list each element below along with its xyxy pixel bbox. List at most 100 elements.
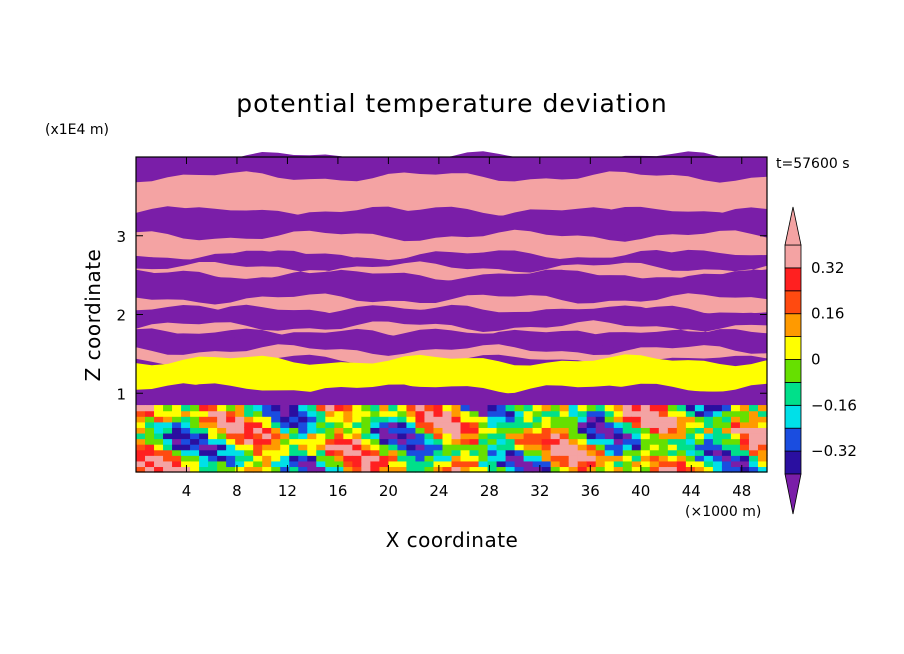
- mixed-cell: [334, 427, 344, 434]
- mixed-cell: [253, 421, 263, 428]
- mixed-cell: [199, 444, 209, 451]
- mixed-cell: [550, 427, 561, 434]
- mixed-cell: [451, 444, 462, 451]
- mixed-cell: [532, 421, 543, 428]
- mixed-cell: [280, 432, 290, 440]
- mixed-cell: [559, 449, 570, 456]
- mixed-cell: [694, 466, 705, 473]
- mixed-cell: [208, 427, 218, 434]
- mixed-cell: [271, 405, 281, 412]
- mixed-cell: [379, 432, 389, 440]
- mixed-cell: [613, 432, 624, 440]
- mixed-cell: [334, 444, 344, 451]
- mixed-cell: [163, 455, 173, 462]
- mixed-cell: [631, 455, 642, 462]
- mixed-cell: [586, 427, 597, 434]
- mixed-cell: [163, 432, 173, 440]
- mixed-cell: [721, 438, 732, 445]
- mixed-cell: [325, 449, 335, 456]
- mixed-cell: [667, 455, 678, 462]
- time-label: t=57600 s: [776, 156, 850, 172]
- mixed-cell: [181, 438, 191, 445]
- mixed-cell: [334, 449, 344, 456]
- mixed-cell: [406, 427, 417, 434]
- mixed-cell: [352, 432, 362, 440]
- mixed-cell: [505, 438, 516, 445]
- mixed-cell: [253, 432, 263, 440]
- mixed-cell: [388, 449, 399, 456]
- mixed-cell: [379, 438, 389, 445]
- mixed-cell: [235, 466, 245, 473]
- mixed-cell: [478, 455, 489, 462]
- mixed-cell: [577, 444, 588, 451]
- mixed-cell: [379, 449, 389, 456]
- x-tick-label: 36: [581, 482, 600, 500]
- mixed-cell: [631, 421, 642, 428]
- mixed-cell: [586, 455, 597, 462]
- mixed-cell: [388, 410, 399, 417]
- mixed-cell: [379, 410, 389, 417]
- mixed-cell: [262, 405, 272, 412]
- mixed-cell: [199, 416, 209, 423]
- mixed-cell: [568, 449, 579, 456]
- mixed-cell: [469, 410, 480, 417]
- mixed-cell: [694, 410, 705, 417]
- mixed-cell: [496, 427, 507, 434]
- contour-layer: [136, 354, 767, 395]
- mixed-cell: [154, 455, 164, 462]
- mixed-cell: [613, 427, 624, 434]
- mixed-cell: [640, 455, 651, 462]
- mixed-cell: [172, 460, 182, 468]
- mixed-cell: [433, 449, 444, 456]
- mixed-cell: [289, 466, 299, 473]
- mixed-cell: [154, 466, 164, 473]
- mixed-cell: [586, 416, 597, 423]
- mixed-cell: [568, 416, 579, 423]
- mixed-cell: [190, 405, 200, 412]
- mixed-cell: [631, 416, 642, 423]
- mixed-cell: [154, 449, 164, 456]
- mixed-cell: [136, 466, 146, 473]
- mixed-cell: [496, 460, 507, 468]
- mixed-cell: [451, 410, 462, 417]
- mixed-cell: [235, 421, 245, 428]
- mixed-cell: [478, 427, 489, 434]
- mixed-cell: [316, 466, 326, 473]
- mixed-cell: [550, 405, 561, 412]
- mixed-cell: [694, 416, 705, 423]
- x-tick-label: 24: [429, 482, 448, 500]
- mixed-cell: [487, 432, 498, 440]
- mixed-cell: [199, 466, 209, 473]
- colorbar-segment: [784, 244, 802, 269]
- mixed-cell: [397, 427, 408, 434]
- mixed-cell: [577, 438, 588, 445]
- mixed-cell: [145, 410, 155, 417]
- mixed-cell: [757, 455, 768, 462]
- mixed-cell: [163, 460, 173, 468]
- mixed-cell: [415, 455, 426, 462]
- mixed-cell: [262, 466, 272, 473]
- mixed-cell: [190, 410, 200, 417]
- mixed-cell: [280, 421, 290, 428]
- mixed-cell: [541, 427, 552, 434]
- mixed-cell: [478, 405, 489, 412]
- colorbar-segment: [784, 336, 802, 360]
- mixed-cell: [136, 438, 146, 445]
- mixed-cell: [577, 410, 588, 417]
- mixed-cell: [721, 455, 732, 462]
- colorbar-segment: [784, 427, 802, 452]
- mixed-cell: [640, 410, 651, 417]
- mixed-cell: [586, 460, 597, 468]
- mixed-cell: [442, 432, 453, 440]
- mixed-cell: [253, 444, 263, 451]
- mixed-cell: [379, 455, 389, 462]
- mixed-cell: [613, 410, 624, 417]
- mixed-cell: [667, 421, 678, 428]
- mixed-cell: [613, 444, 624, 451]
- mixed-cell: [532, 438, 543, 445]
- mixed-cell: [361, 444, 371, 451]
- mixed-cell: [415, 410, 426, 417]
- mixed-cell: [730, 444, 741, 451]
- mixed-cell: [208, 455, 218, 462]
- x-tick-label: 20: [379, 482, 398, 500]
